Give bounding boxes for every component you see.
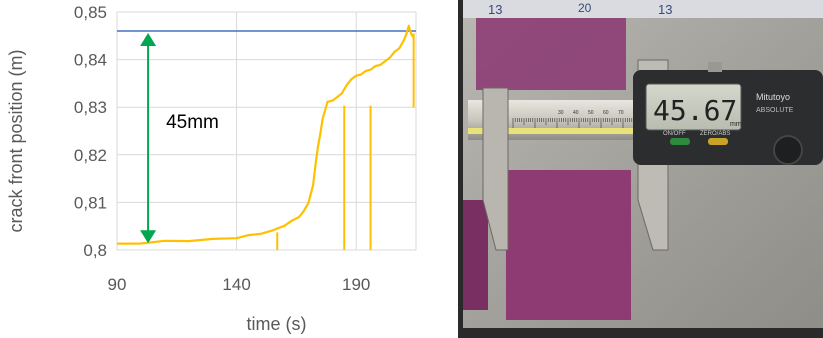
- y-tick-label: 0,83: [74, 98, 107, 117]
- caliper-scale-strip: [468, 128, 648, 134]
- y-tick-label: 0,8: [83, 241, 107, 260]
- scale-label: 40: [573, 110, 579, 116]
- y-tick-label: 0,85: [74, 3, 107, 22]
- grid-lines: [116, 11, 417, 251]
- specimen-label-1: 13: [488, 2, 502, 17]
- x-tick-label: 90: [108, 275, 127, 294]
- caliper-unit: mm: [730, 121, 742, 128]
- caliper-photo: 13 20 13 304050607080 45.67 mm ON/OFF ZE…: [458, 0, 823, 338]
- caliper-jaw-fixed: [482, 87, 509, 251]
- x-tick-label: 140: [222, 275, 250, 294]
- x-tick-labels: 90 140 190: [108, 275, 371, 294]
- crack-front-chart: 45mm 90 140 190 0,8 0,81 0,82 0,83 0,84 0,85 ti…: [6, 3, 417, 334]
- on-off-label: ON/OFF: [663, 131, 686, 137]
- scale-label: 50: [588, 110, 594, 116]
- scale-label: 60: [603, 110, 609, 116]
- caliper-brand: Mitutoyo: [756, 92, 790, 102]
- y-axis-label: crack front position (m): [6, 49, 26, 232]
- caliper-lcd: [645, 83, 742, 131]
- magenta-stain-top: [476, 15, 626, 90]
- caliper-lock-screw: [708, 62, 722, 72]
- caliper-reading: 45.67: [653, 94, 737, 127]
- x-axis-label: time (s): [247, 314, 307, 334]
- series-line-0: [116, 24, 415, 245]
- scale-label: 70: [618, 110, 624, 116]
- magenta-edge-left: [463, 200, 488, 310]
- scale-label: 30: [558, 110, 564, 116]
- magenta-stain-bottom: [506, 170, 631, 320]
- series-group: [116, 24, 415, 250]
- specimen-label-2: 20: [578, 1, 592, 15]
- on-off-button: [670, 138, 690, 145]
- paper-strip-top: [463, 0, 823, 18]
- annotation-label: 45mm: [166, 112, 219, 133]
- y-tick-labels: 0,8 0,81 0,82 0,83 0,84 0,85: [74, 3, 107, 260]
- caliper-thumb-wheel: [773, 135, 803, 165]
- caliper-model: ABSOLUTE: [756, 107, 794, 114]
- zero-abs-button: [708, 138, 728, 145]
- annotation-arrow-up: [140, 33, 157, 47]
- y-tick-label: 0,84: [74, 51, 107, 70]
- specimen-label-3: 13: [658, 2, 672, 17]
- zero-abs-label: ZERO/ABS: [700, 131, 730, 137]
- y-tick-label: 0,82: [74, 146, 107, 165]
- annotation-arrow-down: [140, 230, 157, 244]
- thickness-annotation: 45mm: [140, 33, 219, 244]
- y-tick-label: 0,81: [74, 193, 107, 212]
- x-tick-label: 190: [342, 275, 370, 294]
